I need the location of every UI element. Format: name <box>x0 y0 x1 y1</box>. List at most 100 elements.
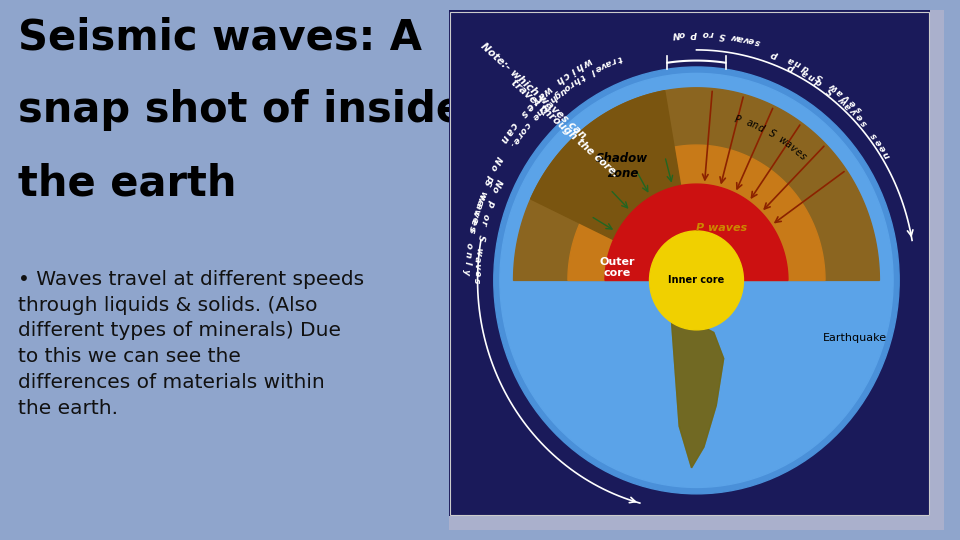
Text: h: h <box>547 93 558 104</box>
Text: e: e <box>511 134 521 145</box>
Text: Earthquake: Earthquake <box>823 333 887 343</box>
Text: N: N <box>492 177 503 188</box>
Text: e: e <box>523 101 536 112</box>
Text: y: y <box>462 269 471 275</box>
Text: o: o <box>679 29 685 38</box>
Text: o: o <box>562 82 572 92</box>
Text: n: n <box>463 251 472 258</box>
Text: N: N <box>672 29 680 39</box>
Text: a: a <box>535 89 546 101</box>
Text: v: v <box>598 60 608 70</box>
FancyBboxPatch shape <box>449 516 944 530</box>
Text: e: e <box>748 35 756 45</box>
Text: d: d <box>813 76 824 87</box>
Text: h: h <box>534 106 544 117</box>
Text: e: e <box>472 270 481 276</box>
Text: e: e <box>874 137 884 147</box>
Text: w: w <box>730 31 739 42</box>
Text: n: n <box>751 120 759 131</box>
Text: P: P <box>733 114 741 125</box>
Text: e: e <box>593 62 602 73</box>
Text: P: P <box>690 29 697 38</box>
Text: v: v <box>472 263 482 269</box>
Text: g: g <box>552 89 563 100</box>
Text: o: o <box>464 242 474 249</box>
Text: v: v <box>787 143 798 154</box>
Text: travel through the core.: travel through the core. <box>509 77 620 179</box>
Text: h: h <box>574 60 585 72</box>
Text: snap shot of inside: snap shot of inside <box>18 89 465 131</box>
Text: S: S <box>719 30 727 39</box>
Text: w: w <box>540 83 554 97</box>
Text: a: a <box>835 86 846 97</box>
Circle shape <box>493 67 900 494</box>
Text: v: v <box>842 92 852 103</box>
Text: e: e <box>792 146 804 158</box>
Text: a: a <box>843 100 853 111</box>
Polygon shape <box>669 291 724 468</box>
Text: l: l <box>588 66 596 75</box>
Text: Outer
core: Outer core <box>600 256 636 278</box>
Text: i: i <box>568 65 577 76</box>
Circle shape <box>500 73 893 488</box>
Text: t: t <box>616 53 623 63</box>
Text: P waves: P waves <box>696 224 747 233</box>
Text: h: h <box>554 73 565 86</box>
Text: P: P <box>483 173 493 183</box>
Text: w: w <box>580 56 592 69</box>
Polygon shape <box>514 88 879 280</box>
Text: o: o <box>480 212 491 220</box>
Text: c: c <box>522 120 532 130</box>
Text: e: e <box>468 215 479 224</box>
Text: P: P <box>786 60 797 71</box>
Text: Inner core: Inner core <box>668 275 725 286</box>
Text: S: S <box>475 233 486 241</box>
Text: a: a <box>782 139 793 150</box>
Text: t: t <box>578 72 586 82</box>
Text: e: e <box>877 143 889 153</box>
FancyBboxPatch shape <box>930 10 944 530</box>
Text: a: a <box>745 118 754 129</box>
Text: r: r <box>708 29 713 38</box>
Text: n: n <box>793 58 803 69</box>
Text: v: v <box>849 106 859 117</box>
Text: N: N <box>492 154 503 165</box>
Text: r: r <box>515 130 524 139</box>
Text: a: a <box>604 57 613 68</box>
Text: s: s <box>869 130 879 140</box>
Text: s: s <box>797 151 807 162</box>
Polygon shape <box>531 91 681 240</box>
Text: w: w <box>473 247 483 256</box>
Text: s: s <box>518 107 530 118</box>
Text: a: a <box>473 198 484 207</box>
Text: w: w <box>777 134 789 147</box>
Text: .: . <box>508 140 516 148</box>
Text: P: P <box>484 198 494 207</box>
Text: S: S <box>826 85 836 96</box>
Polygon shape <box>568 145 825 280</box>
Text: S: S <box>767 128 777 140</box>
Text: l: l <box>463 261 471 265</box>
Text: a: a <box>801 68 810 78</box>
Text: t: t <box>539 102 548 111</box>
Text: c: c <box>508 120 519 131</box>
Text: h: h <box>571 75 582 85</box>
Text: Shadow
zone: Shadow zone <box>596 152 648 180</box>
Text: c: c <box>561 69 571 80</box>
Text: a: a <box>786 54 795 65</box>
Text: e: e <box>853 112 865 122</box>
Text: s: s <box>859 118 870 128</box>
Text: u: u <box>557 85 567 96</box>
Text: e: e <box>848 98 858 109</box>
Polygon shape <box>605 184 788 280</box>
Text: S: S <box>481 177 492 187</box>
Text: a: a <box>472 201 483 210</box>
Text: r: r <box>567 78 576 89</box>
Text: v: v <box>529 95 540 107</box>
Text: Note:- which waves can: Note:- which waves can <box>479 41 588 141</box>
Text: a: a <box>736 32 744 43</box>
Text: e: e <box>530 110 540 121</box>
Text: w: w <box>836 94 849 106</box>
Text: w: w <box>828 80 840 92</box>
Text: n: n <box>881 150 893 160</box>
